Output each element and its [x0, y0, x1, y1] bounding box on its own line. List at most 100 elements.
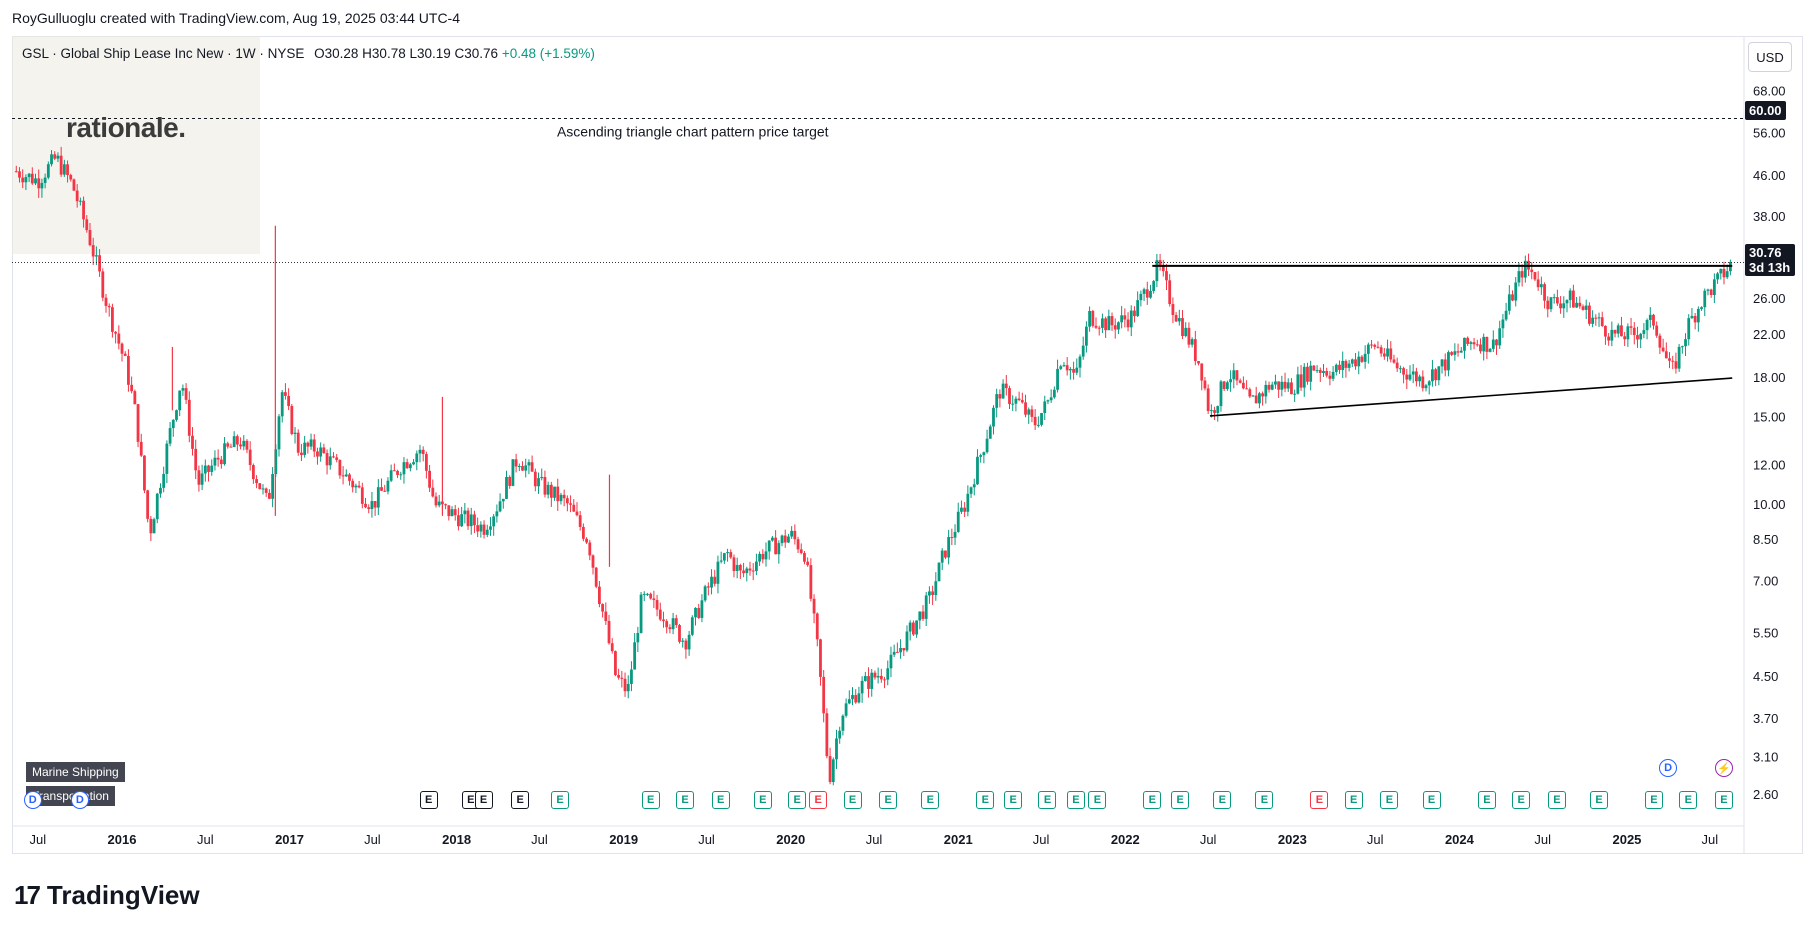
candle-body [1485, 336, 1489, 352]
x-tick-label: 2022 [1111, 832, 1140, 847]
candle-body [1264, 384, 1268, 397]
candle-body [1498, 328, 1502, 346]
candle-body [831, 759, 835, 783]
candle-body [370, 501, 374, 509]
earnings-event-icon[interactable]: E [809, 791, 828, 809]
earnings-event-icon[interactable]: E [1380, 791, 1399, 809]
earnings-event-icon[interactable]: E [1644, 791, 1663, 809]
earnings-event-icon[interactable]: E [976, 791, 995, 809]
candle-body [533, 471, 537, 487]
sector-sub-badge[interactable]: Transportation [26, 786, 115, 806]
earnings-event-icon[interactable]: E [1088, 791, 1107, 809]
y-tick-label: 2.60 [1753, 787, 1778, 802]
candle-body [123, 353, 127, 356]
candle-body [1379, 347, 1383, 354]
candle-body [482, 524, 486, 535]
earnings-event-icon[interactable]: E [675, 791, 694, 809]
currency-button[interactable]: USD [1748, 42, 1792, 72]
y-tick-label: 12.00 [1753, 458, 1786, 473]
candle-body [1680, 346, 1684, 348]
candle-body [508, 476, 512, 486]
candle-body [815, 613, 819, 640]
candle-body [1674, 361, 1678, 369]
y-tick-label: 7.00 [1753, 574, 1778, 589]
candle-body [1299, 374, 1303, 388]
earnings-event-icon[interactable]: E [1679, 791, 1698, 809]
candle-body [447, 505, 451, 517]
candle-body [197, 470, 201, 485]
candle-body [1091, 311, 1095, 326]
earnings-event-icon[interactable]: E [419, 791, 438, 809]
earnings-event-icon[interactable]: E [843, 791, 862, 809]
earnings-event-icon[interactable]: E [1547, 791, 1566, 809]
candle-body [1690, 316, 1694, 319]
candle-body [1341, 360, 1345, 371]
earnings-event-icon[interactable]: E [788, 791, 807, 809]
earnings-event-icon[interactable]: E [1477, 791, 1496, 809]
earnings-event-icon[interactable]: E [641, 791, 660, 809]
earnings-event-icon[interactable]: E [1714, 791, 1733, 809]
earnings-event-icon[interactable]: E [1344, 791, 1363, 809]
earnings-event-icon[interactable]: E [711, 791, 730, 809]
candle-body [1664, 351, 1668, 359]
earnings-event-icon[interactable]: E [1004, 791, 1023, 809]
y-tick-label: 4.50 [1753, 669, 1778, 684]
earnings-event-icon[interactable]: E [551, 791, 570, 809]
tradingview-brand[interactable]: 17 TradingView [14, 880, 200, 911]
candle-body [434, 496, 438, 506]
candle-body [1511, 294, 1514, 301]
candle-body [27, 173, 31, 178]
earnings-event-icon[interactable]: E [1066, 791, 1085, 809]
candle-body [46, 164, 50, 178]
candle-body [56, 155, 60, 159]
candle-body [911, 622, 915, 635]
sector-badge[interactable]: Marine Shipping [26, 762, 125, 782]
candle-body [280, 392, 284, 417]
dividend-event-icon[interactable]: D [1659, 759, 1678, 777]
candle-body [1084, 326, 1088, 346]
candle-body [514, 459, 518, 467]
earnings-event-icon[interactable]: E [879, 791, 898, 809]
candle-body [838, 730, 842, 739]
earnings-event-icon[interactable]: E [1590, 791, 1609, 809]
candle-body [1027, 409, 1031, 415]
candle-body [1616, 325, 1620, 334]
y-tick-label: 15.00 [1753, 409, 1786, 424]
watermark-text: rationale. [66, 112, 186, 143]
earnings-event-icon[interactable]: E [1213, 791, 1232, 809]
earnings-event-icon[interactable]: E [1143, 791, 1162, 809]
candle-body [485, 529, 489, 535]
earnings-event-icon[interactable]: E [474, 791, 493, 809]
candle-body [947, 537, 951, 558]
candle-body [944, 550, 947, 558]
candle-body [924, 595, 928, 619]
candle-body [267, 492, 271, 499]
candle-body [1578, 302, 1582, 307]
candle-body [473, 514, 476, 526]
earnings-event-icon[interactable]: E [511, 791, 530, 809]
earnings-event-icon[interactable]: E [1512, 791, 1531, 809]
candle-body [72, 179, 76, 191]
candle-body [934, 581, 938, 596]
candle-body [617, 675, 621, 678]
dividend-event-icon[interactable]: D [70, 791, 89, 809]
y-tick-label: 8.50 [1753, 532, 1778, 547]
x-tick-label: 2019 [609, 832, 638, 847]
earnings-event-icon[interactable]: E [1255, 791, 1274, 809]
candle-body [1101, 318, 1104, 328]
earnings-event-icon[interactable]: E [921, 791, 940, 809]
earnings-event-icon[interactable]: E [1422, 791, 1441, 809]
candle-body [492, 516, 496, 527]
x-tick-label: Jul [197, 832, 214, 847]
x-tick-label: Jul [1033, 832, 1050, 847]
earnings-event-icon[interactable]: E [1310, 791, 1329, 809]
earnings-event-icon[interactable]: E [1038, 791, 1057, 809]
earnings-event-icon[interactable]: E [1171, 791, 1190, 809]
symbol-legend[interactable]: GSL · Global Ship Lease Inc New · 1W · N… [22, 46, 595, 61]
candle-body [386, 480, 390, 492]
candle-body [767, 540, 771, 552]
dividend-event-icon[interactable]: D [23, 791, 42, 809]
earnings-event-icon[interactable]: E [753, 791, 772, 809]
split-event-icon[interactable]: ⚡ [1714, 759, 1733, 777]
